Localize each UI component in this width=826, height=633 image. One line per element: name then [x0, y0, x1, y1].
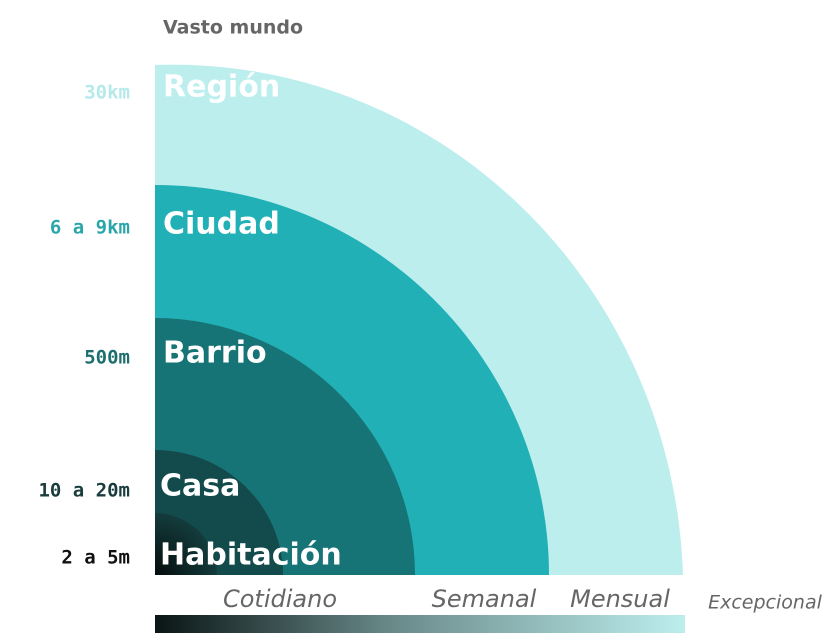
distance: 10 a 20m: [38, 480, 130, 502]
frequency: Excepcional: [708, 592, 822, 614]
frequency: Mensual: [570, 585, 670, 613]
frequency: Semanal: [432, 585, 537, 613]
level-name: Ciudad: [163, 207, 280, 242]
distance: 500m: [84, 347, 130, 369]
frequency-gradient: [155, 615, 685, 633]
frequency: Cotidiano: [223, 585, 337, 613]
ring-habitacion: [155, 513, 217, 575]
level-name: Región: [163, 70, 280, 105]
level-name: Barrio: [163, 336, 267, 371]
level-name: Habitación: [160, 538, 342, 573]
distance: 30km: [84, 82, 130, 104]
level-name: Casa: [160, 469, 240, 504]
distance: 6 a 9km: [50, 217, 130, 239]
title: Vasto mundo: [163, 17, 303, 39]
distance: 2 a 5m: [61, 547, 130, 569]
